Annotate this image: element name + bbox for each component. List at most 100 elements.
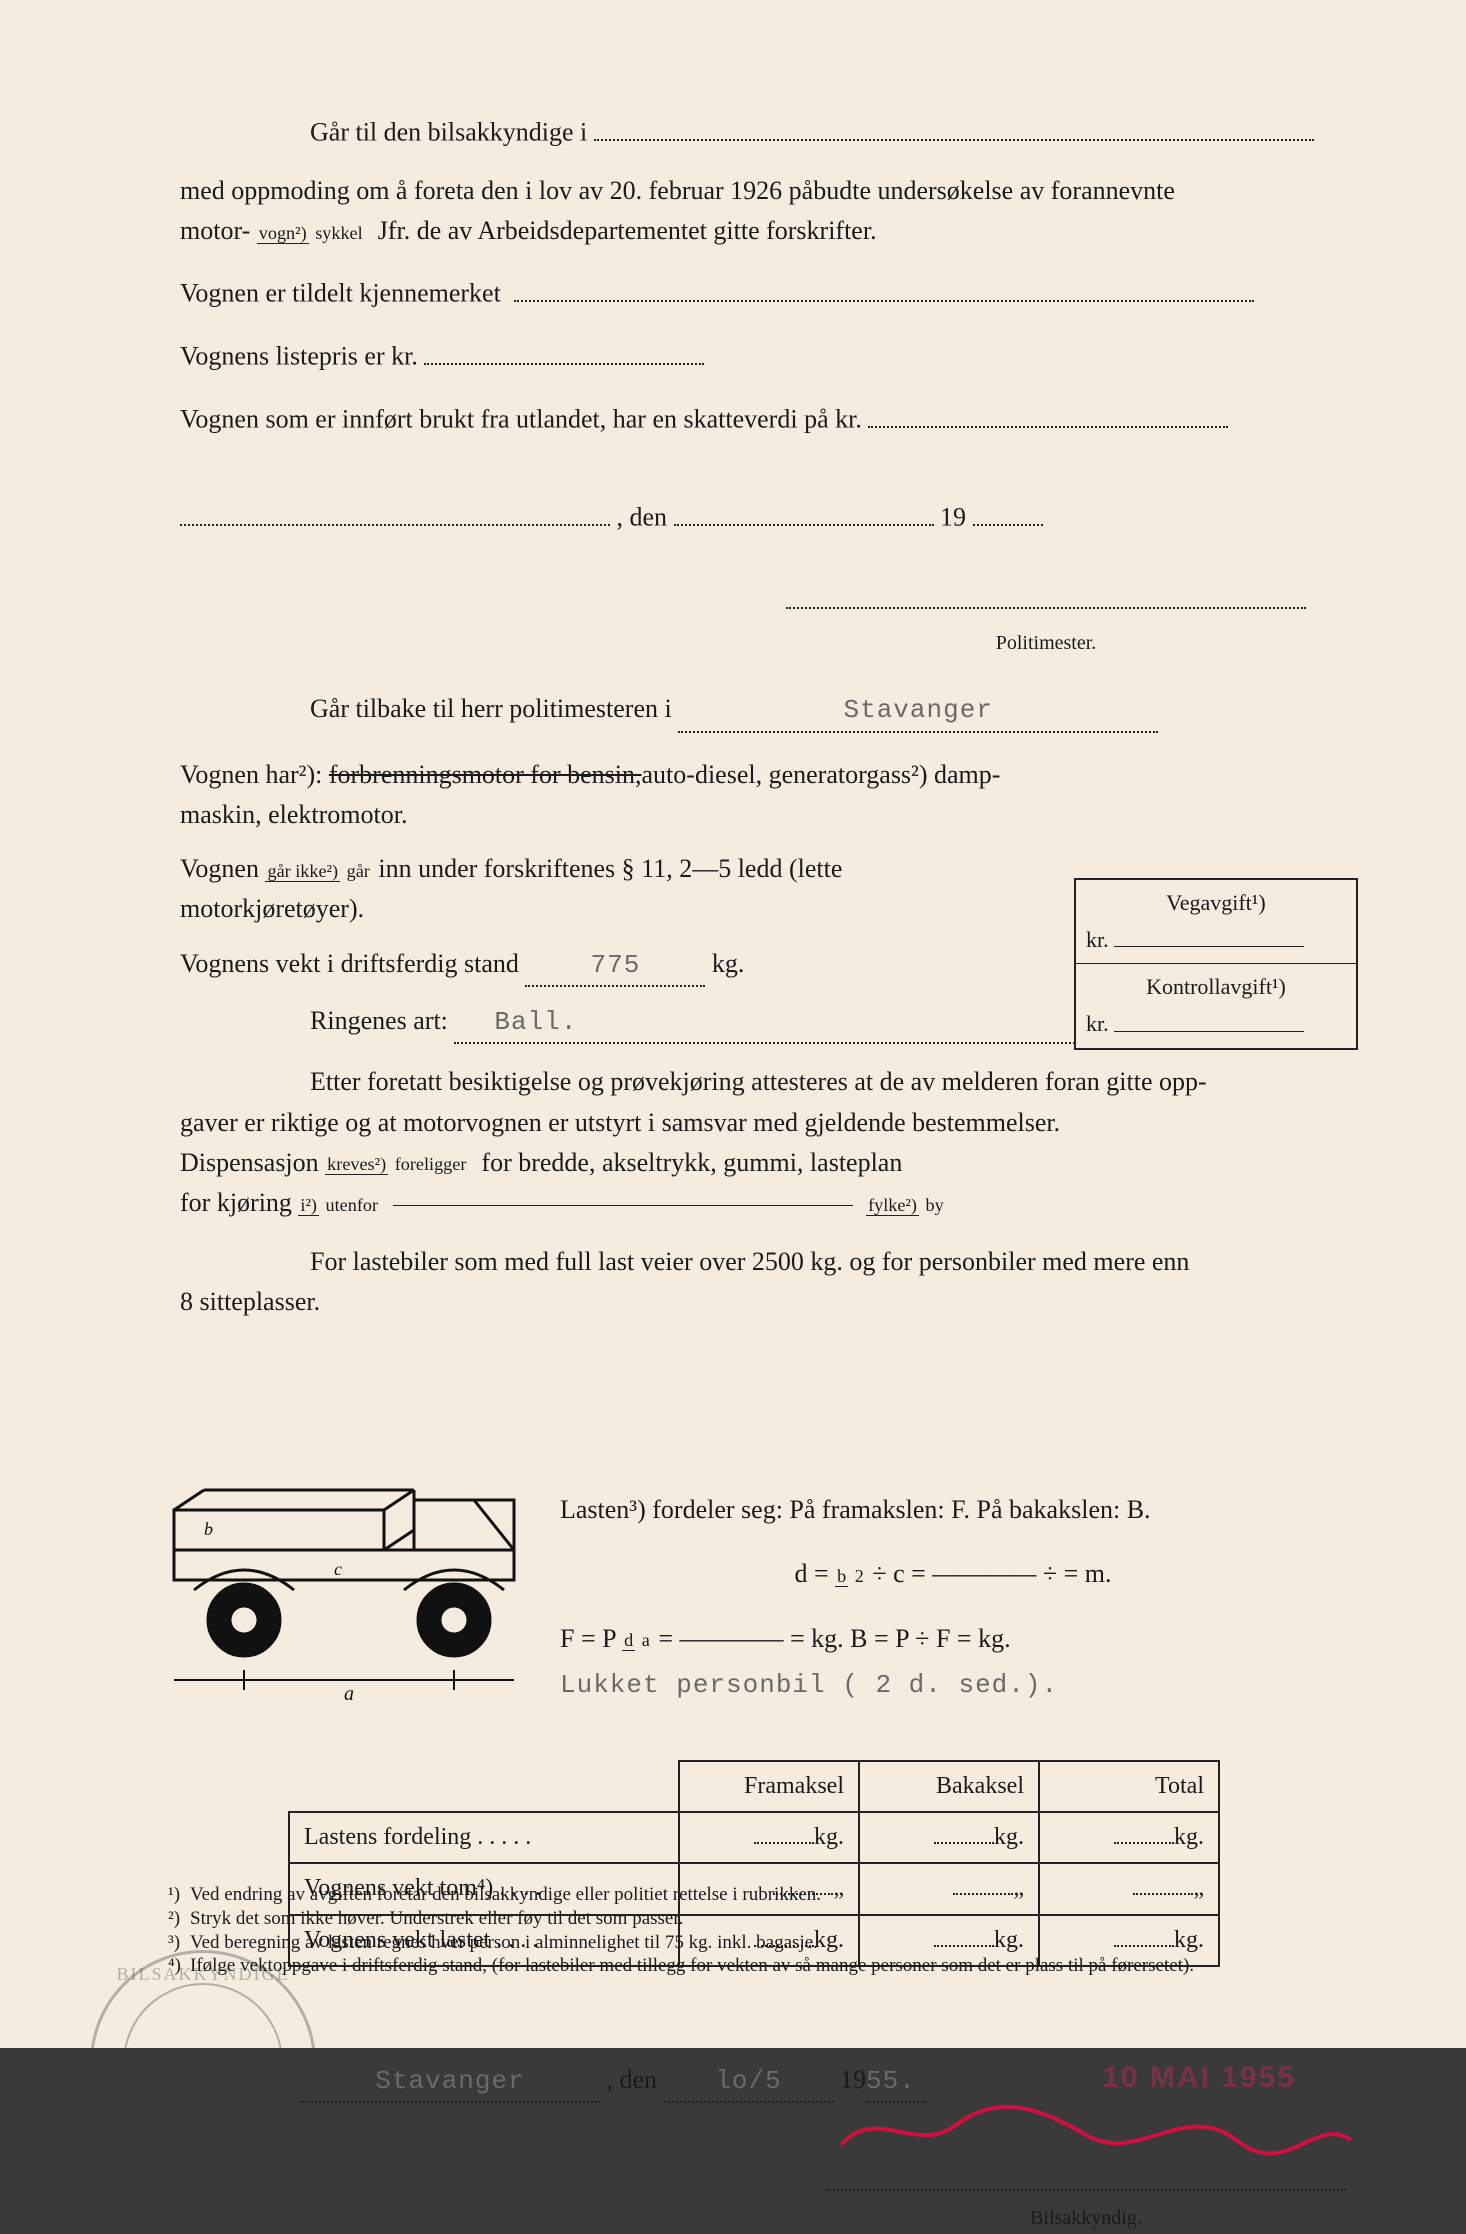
fee-veg-label: Vegavgift¹) bbox=[1076, 880, 1356, 922]
svg-text:b: b bbox=[204, 1519, 213, 1539]
text: ÷ c = ———— ÷ = m. bbox=[872, 1559, 1111, 1588]
round-stamp: BILSAKKYNDIGE STAVANGER bbox=[90, 1950, 316, 2176]
text: Vognen har²): bbox=[180, 760, 329, 789]
label-bilsakk: Bilsakkyndig. bbox=[826, 2203, 1346, 2234]
fee-box: Vegavgift¹) kr. Kontrollavgift¹) kr. bbox=[1074, 878, 1358, 1050]
typed: Stavanger bbox=[844, 695, 993, 725]
text: Dispensasjon bbox=[180, 1148, 319, 1177]
frac-kjoring1: i²) utenfor bbox=[298, 1196, 380, 1215]
typed-car-note: Lukket personbil ( 2 d. sed.). bbox=[560, 1665, 1346, 1705]
typed: Ball. bbox=[494, 1007, 577, 1037]
sig-underline: Bilsakkyndig. bbox=[826, 2160, 1346, 2234]
text: Jfr. de av Arbeidsdepartementet gitte fo… bbox=[378, 216, 877, 245]
blank-place bbox=[180, 495, 610, 526]
col-bakaksel: Bakaksel bbox=[859, 1761, 1039, 1812]
text: kr. bbox=[1086, 927, 1109, 952]
line-motor-type: Vognen har²): forbrenningsmotor for bens… bbox=[180, 755, 1020, 795]
svg-text:c: c bbox=[334, 1559, 342, 1579]
blank bbox=[1114, 1006, 1304, 1031]
text: d = bbox=[794, 1559, 828, 1588]
blank bbox=[424, 334, 704, 365]
line-forskrift: Vognen går ikke²) går inn under forskrif… bbox=[180, 849, 1010, 930]
svg-text:a: a bbox=[344, 1683, 354, 1705]
u: kg. bbox=[814, 1824, 844, 1850]
lasten-head: Lasten³) fordeler seg: På framakslen: F.… bbox=[560, 1490, 1346, 1530]
frac-bot: går bbox=[345, 861, 372, 881]
text: auto-diesel, generatorgass²) damp- bbox=[642, 760, 1001, 789]
text: den bbox=[620, 2065, 658, 2094]
text: Vognens vekt i driftsferdig stand bbox=[180, 949, 519, 978]
frac-top: kreves²) bbox=[325, 1154, 388, 1175]
frac-bot: 2 bbox=[853, 1566, 866, 1586]
blank bbox=[868, 397, 1228, 428]
footnotes: ¹)Ved endring av avgiften foretar den bi… bbox=[168, 1883, 1356, 1978]
fn1: Ved endring av avgiften foretar den bils… bbox=[190, 1884, 821, 1905]
fee-kontroll-label: Kontrollavgift¹) bbox=[1076, 964, 1356, 1006]
frac-top: b bbox=[835, 1566, 848, 1587]
text: Vognen som er innført brukt fra utlandet… bbox=[180, 405, 862, 434]
text: = ———— = kg. B = P ÷ F = kg. bbox=[658, 1624, 1010, 1653]
fn2: Stryk det som ikke høver. Understrek ell… bbox=[190, 1908, 683, 1929]
text: maskin, elektromotor. bbox=[180, 795, 1346, 835]
frac-top: vogn²) bbox=[257, 223, 309, 244]
frac-bot: sykkel bbox=[313, 223, 365, 243]
frac-b2: b 2 bbox=[835, 1567, 866, 1586]
frac-bot: foreligger bbox=[393, 1154, 469, 1174]
u: kg. bbox=[1174, 1824, 1204, 1850]
blank bbox=[1114, 922, 1304, 947]
frac-top: går ikke²) bbox=[265, 861, 340, 882]
frac-top: fylke²) bbox=[866, 1195, 919, 1216]
frac-kjoring2: fylke²) by bbox=[866, 1196, 946, 1215]
frac-bot: a bbox=[640, 1630, 652, 1650]
formula-d: d = b 2 ÷ c = ———— ÷ = m. bbox=[560, 1554, 1346, 1594]
blank bbox=[826, 2160, 1346, 2191]
sig-line-politimester: Politimester. bbox=[180, 578, 1346, 661]
text: Ringenes art: bbox=[310, 1006, 448, 1035]
frac-top: d bbox=[622, 1630, 635, 1651]
line-listepris: Vognens listepris er kr. bbox=[180, 334, 1346, 377]
formula-f: F = P d a = ———— = kg. B = P ÷ F = kg. bbox=[560, 1619, 1346, 1659]
typed: 55. bbox=[866, 2066, 916, 2096]
row-lastens: Lastens fordeling . . . . . bbox=[289, 1812, 679, 1863]
line-recipient: Går til den bilsakkyndige i bbox=[310, 110, 1346, 153]
frac-bot: by bbox=[924, 1195, 946, 1215]
signature bbox=[836, 2095, 1356, 2165]
text: Vognens listepris er kr. bbox=[180, 342, 418, 371]
frac-gar: går ikke²) går bbox=[265, 862, 371, 881]
text: for bredde, akseltrykk, gummi, lasteplan bbox=[481, 1148, 902, 1177]
line-kjennemerke: Vognen er tildelt kjennemerket bbox=[180, 271, 1346, 314]
blank-day bbox=[674, 495, 934, 526]
line-kjoring: for kjøring i²) utenfor fylke²) by bbox=[180, 1183, 1346, 1223]
dashline bbox=[393, 1205, 853, 1206]
line-backto: Går tilbake til herr politimesteren i St… bbox=[310, 689, 1346, 732]
line-skatteverdi: Vognen som er innført brukt fra utlandet… bbox=[180, 397, 1346, 440]
para-law: med oppmoding om å foreta den i lov av 2… bbox=[180, 171, 1346, 211]
text: Går til den bilsakkyndige i bbox=[310, 118, 587, 147]
frac-da: d a bbox=[622, 1631, 652, 1650]
document-page: Går til den bilsakkyndige i med oppmodin… bbox=[0, 0, 1466, 2048]
sign-date: lo/5 bbox=[664, 2060, 834, 2103]
fn4: Ifølge vektoppgave i driftsferdig stand,… bbox=[190, 1955, 1194, 1976]
truck-intro2: 8 sitteplasser. bbox=[180, 1282, 1346, 1322]
blank-year bbox=[973, 495, 1043, 526]
col-framaksel: Framaksel bbox=[679, 1761, 859, 1812]
formulas: Lasten³) fordeler seg: På framakslen: F.… bbox=[560, 1490, 1346, 1705]
text: 19 bbox=[940, 503, 966, 532]
blank-recipient bbox=[594, 110, 1314, 141]
attest-2: gaver er riktige og at motorvognen er ut… bbox=[180, 1103, 1346, 1143]
table-row: Framaksel Bakaksel Total bbox=[289, 1761, 1219, 1812]
frac-bot: utenfor bbox=[324, 1195, 381, 1215]
col-total: Total bbox=[1039, 1761, 1219, 1812]
line-dispensasjon: Dispensasjon kreves²) foreligger for bre… bbox=[180, 1143, 1346, 1183]
blank bbox=[514, 271, 1254, 302]
typed: Stavanger bbox=[375, 2066, 524, 2096]
struck: forbrenningsmotor for bensin, bbox=[329, 760, 642, 789]
value-vekt: 775 bbox=[525, 944, 705, 987]
blank bbox=[786, 578, 1306, 609]
sign-place: Stavanger bbox=[300, 2060, 600, 2103]
truck-diagram: a b c bbox=[164, 1480, 544, 1710]
label-politimester: Politimester. bbox=[786, 628, 1306, 659]
frac-top: i²) bbox=[298, 1195, 319, 1216]
frac-vogn-sykkel: vogn²) sykkel bbox=[257, 224, 365, 243]
para-law2: motor- vogn²) sykkel Jfr. de av Arbeidsd… bbox=[180, 211, 1346, 251]
